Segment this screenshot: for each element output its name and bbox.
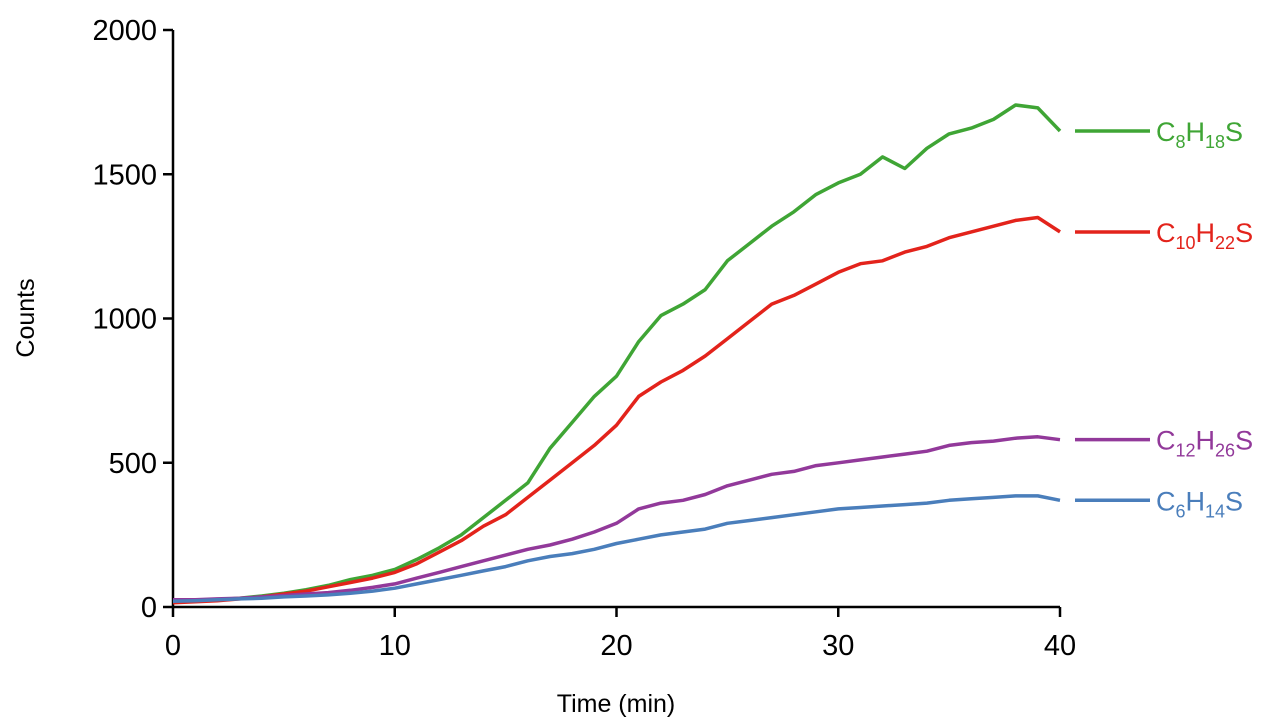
series-line bbox=[172, 215, 1061, 605]
legend-label-part: C bbox=[1156, 117, 1176, 147]
x-axis-title: Time (min) bbox=[557, 690, 676, 718]
legend-label-part: 10 bbox=[1176, 233, 1196, 253]
legend-label-part: 6 bbox=[1176, 501, 1186, 521]
legend-label: C10H22S bbox=[1156, 218, 1253, 253]
legend-label-part: S bbox=[1235, 426, 1253, 456]
y-tick-label: 2000 bbox=[92, 15, 157, 47]
legend-label-part: 18 bbox=[1205, 132, 1225, 152]
legend-label-part: H bbox=[1196, 426, 1216, 456]
legend-label-part: 8 bbox=[1176, 132, 1186, 152]
series-line bbox=[173, 435, 1061, 602]
legend-label-part: C bbox=[1156, 218, 1176, 248]
legend-label-part: C bbox=[1156, 426, 1176, 456]
legend-label-part: S bbox=[1235, 218, 1253, 248]
x-tick-label: 10 bbox=[379, 630, 411, 662]
legend-label-part: H bbox=[1186, 486, 1206, 516]
legend-label-part: 12 bbox=[1176, 441, 1196, 461]
legend-label-part: C bbox=[1156, 486, 1176, 516]
y-tick-label: 500 bbox=[109, 448, 157, 480]
y-tick-label: 1000 bbox=[92, 304, 157, 336]
legend-label-part: S bbox=[1225, 117, 1243, 147]
series-line bbox=[172, 103, 1062, 603]
y-tick-label: 1500 bbox=[92, 159, 157, 191]
x-tick-label: 40 bbox=[1044, 630, 1076, 662]
legend-label-part: H bbox=[1196, 218, 1216, 248]
x-tick-label: 0 bbox=[165, 630, 181, 662]
x-tick-label: 30 bbox=[822, 630, 854, 662]
y-axis-title: Counts bbox=[12, 278, 40, 357]
y-tick-label: 0 bbox=[141, 592, 157, 624]
legend-label-part: 26 bbox=[1215, 441, 1235, 461]
legend-label: C6H14S bbox=[1156, 486, 1243, 521]
legend-label: C8H18S bbox=[1156, 117, 1243, 152]
series-line bbox=[172, 494, 1061, 603]
legend-label: C12H26S bbox=[1156, 426, 1253, 461]
x-tick-label: 20 bbox=[600, 630, 632, 662]
legend-label-part: 14 bbox=[1205, 501, 1225, 521]
legend-label-part: H bbox=[1186, 117, 1206, 147]
legend-label-part: 22 bbox=[1215, 233, 1235, 253]
legend-label-part: S bbox=[1225, 486, 1243, 516]
